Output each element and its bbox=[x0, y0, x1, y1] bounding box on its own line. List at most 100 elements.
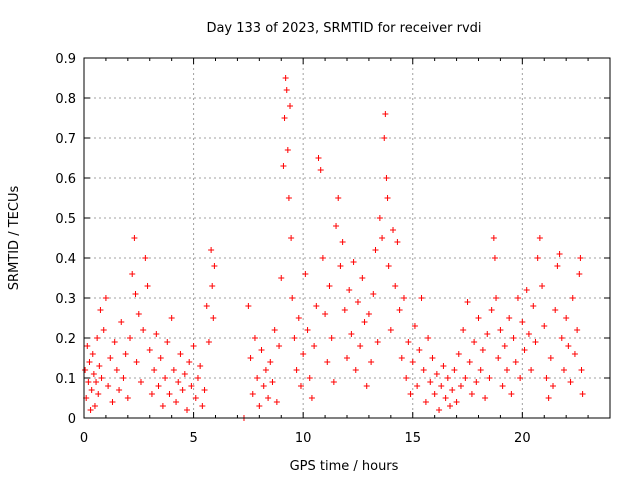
data-point bbox=[289, 295, 296, 301]
data-point bbox=[552, 307, 559, 313]
data-point bbox=[361, 319, 368, 325]
data-point bbox=[394, 239, 401, 245]
data-point bbox=[208, 247, 215, 253]
axis-ticks: 0 0.1 0.2 0.3 0.4 0.5 0.6 0.7 0.8 0.9 0 5 10 15 20 bbox=[55, 52, 610, 446]
data-point bbox=[247, 355, 254, 361]
y-tick-label: 0.5 bbox=[55, 212, 76, 227]
data-point bbox=[420, 367, 427, 373]
data-point bbox=[556, 251, 563, 257]
data-point bbox=[433, 371, 440, 377]
data-point bbox=[534, 255, 541, 261]
data-point bbox=[396, 307, 403, 313]
data-point bbox=[291, 335, 298, 341]
data-point bbox=[276, 343, 283, 349]
data-point bbox=[313, 303, 320, 309]
data-point bbox=[563, 315, 570, 321]
data-point bbox=[258, 347, 265, 353]
data-point bbox=[411, 323, 418, 329]
data-point bbox=[137, 379, 144, 385]
data-point bbox=[319, 255, 326, 261]
x-tick-label: 15 bbox=[404, 431, 421, 446]
data-point bbox=[175, 379, 182, 385]
data-point bbox=[392, 283, 399, 289]
data-point bbox=[199, 403, 206, 409]
data-point bbox=[300, 351, 307, 357]
data-point bbox=[541, 323, 548, 329]
data-point bbox=[333, 223, 340, 229]
data-point bbox=[376, 215, 383, 221]
data-point bbox=[166, 391, 173, 397]
data-point bbox=[436, 407, 443, 413]
data-point bbox=[326, 283, 333, 289]
data-point bbox=[324, 359, 331, 365]
data-point bbox=[409, 359, 416, 365]
data-point bbox=[153, 331, 160, 337]
data-point bbox=[473, 379, 480, 385]
data-point bbox=[477, 367, 484, 373]
data-point bbox=[100, 327, 107, 333]
data-point bbox=[211, 263, 218, 269]
data-point bbox=[254, 375, 261, 381]
data-point bbox=[155, 383, 162, 389]
data-point bbox=[245, 303, 252, 309]
data-point bbox=[142, 255, 149, 261]
data-point bbox=[567, 379, 574, 385]
data-point bbox=[468, 391, 475, 397]
data-point bbox=[385, 263, 392, 269]
data-point bbox=[335, 195, 342, 201]
data-point bbox=[197, 363, 204, 369]
data-point bbox=[479, 347, 486, 353]
data-point bbox=[484, 331, 491, 337]
data-point bbox=[506, 315, 513, 321]
data-point bbox=[403, 375, 410, 381]
data-point bbox=[512, 359, 519, 365]
data-point bbox=[545, 395, 552, 401]
data-point bbox=[339, 239, 346, 245]
data-point bbox=[493, 295, 500, 301]
data-point bbox=[86, 359, 93, 365]
data-point bbox=[427, 379, 434, 385]
data-point bbox=[517, 375, 524, 381]
data-point bbox=[190, 343, 197, 349]
data-point bbox=[554, 263, 561, 269]
data-point bbox=[346, 287, 353, 293]
data-point bbox=[352, 367, 359, 373]
data-point bbox=[85, 379, 92, 385]
y-axis-label: SRMTID / TECUs bbox=[7, 186, 22, 291]
data-point bbox=[280, 163, 287, 169]
data-point bbox=[514, 295, 521, 301]
data-point bbox=[508, 391, 515, 397]
data-point bbox=[267, 359, 274, 365]
data-point bbox=[543, 375, 550, 381]
x-axis-label: GPS time / hours bbox=[290, 459, 399, 474]
data-point bbox=[94, 335, 101, 341]
data-point bbox=[350, 259, 357, 265]
data-point bbox=[295, 315, 302, 321]
data-point bbox=[168, 315, 175, 321]
data-point bbox=[547, 355, 554, 361]
data-point bbox=[462, 375, 469, 381]
data-point bbox=[273, 399, 280, 405]
data-point bbox=[565, 343, 572, 349]
y-tick-label: 0.4 bbox=[55, 252, 76, 267]
data-point bbox=[491, 255, 498, 261]
data-point bbox=[287, 103, 294, 109]
data-point bbox=[148, 391, 155, 397]
data-point bbox=[453, 399, 460, 405]
data-point bbox=[133, 359, 140, 365]
data-point bbox=[116, 387, 123, 393]
data-point bbox=[416, 347, 423, 353]
data-point bbox=[348, 331, 355, 337]
data-point bbox=[354, 299, 361, 305]
data-point bbox=[151, 367, 158, 373]
data-point bbox=[440, 363, 447, 369]
data-point bbox=[447, 403, 454, 409]
data-point bbox=[118, 319, 125, 325]
data-point bbox=[571, 351, 578, 357]
data-point bbox=[209, 283, 216, 289]
data-point bbox=[184, 407, 191, 413]
data-point bbox=[383, 175, 390, 181]
y-tick-label: 0 bbox=[68, 412, 76, 427]
data-point bbox=[97, 307, 104, 313]
data-point bbox=[285, 195, 292, 201]
